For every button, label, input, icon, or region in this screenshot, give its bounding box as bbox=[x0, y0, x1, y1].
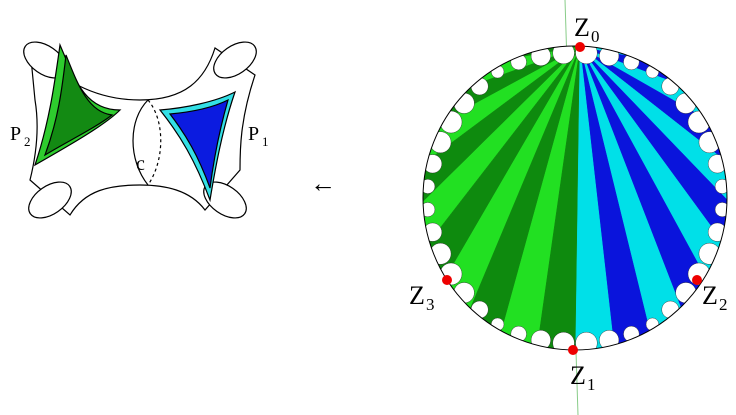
disk-region bbox=[423, 223, 441, 241]
disk-region bbox=[599, 330, 619, 350]
disk-region bbox=[553, 42, 575, 64]
disk-region bbox=[423, 155, 441, 173]
arrow: ← bbox=[310, 169, 336, 198]
disk-region bbox=[452, 20, 580, 47]
disk-region bbox=[576, 332, 598, 354]
z3: Z bbox=[409, 281, 425, 310]
disk-region bbox=[454, 282, 475, 303]
disk-region bbox=[531, 46, 551, 66]
diagram: P 2 P 1 c ← Z 0 Z 1 Z 2 Z 3 bbox=[0, 0, 736, 415]
z1: Z bbox=[570, 361, 586, 390]
disk-region bbox=[676, 93, 697, 114]
label-p1-index: 1 bbox=[262, 134, 269, 149]
disk-region bbox=[430, 243, 451, 264]
pants-surface bbox=[17, 35, 262, 225]
label-p1: P bbox=[248, 123, 259, 145]
disk-region bbox=[471, 78, 488, 95]
disk-region bbox=[699, 243, 720, 264]
z1-index: 1 bbox=[587, 375, 596, 394]
z0-index: 0 bbox=[591, 27, 600, 46]
label-p2-index: 2 bbox=[24, 134, 31, 149]
disk-region bbox=[430, 132, 451, 153]
disk-region bbox=[708, 155, 726, 173]
disk-region bbox=[454, 93, 475, 114]
disk-region bbox=[662, 78, 679, 95]
disk-region bbox=[676, 282, 697, 303]
z3-index: 3 bbox=[426, 295, 435, 314]
label-c: c bbox=[136, 153, 145, 175]
hyperbolic-disk bbox=[377, 0, 736, 395]
disk-region bbox=[708, 223, 726, 241]
z2-index: 2 bbox=[719, 295, 728, 314]
disk-region bbox=[531, 330, 551, 350]
disk-region bbox=[699, 132, 720, 153]
disk-region bbox=[599, 46, 619, 66]
disk-region bbox=[662, 301, 679, 318]
disk-region bbox=[471, 301, 488, 318]
z0: Z bbox=[574, 13, 590, 42]
z2: Z bbox=[702, 281, 718, 310]
disk-region bbox=[531, 0, 580, 47]
label-p2: P bbox=[10, 123, 21, 145]
